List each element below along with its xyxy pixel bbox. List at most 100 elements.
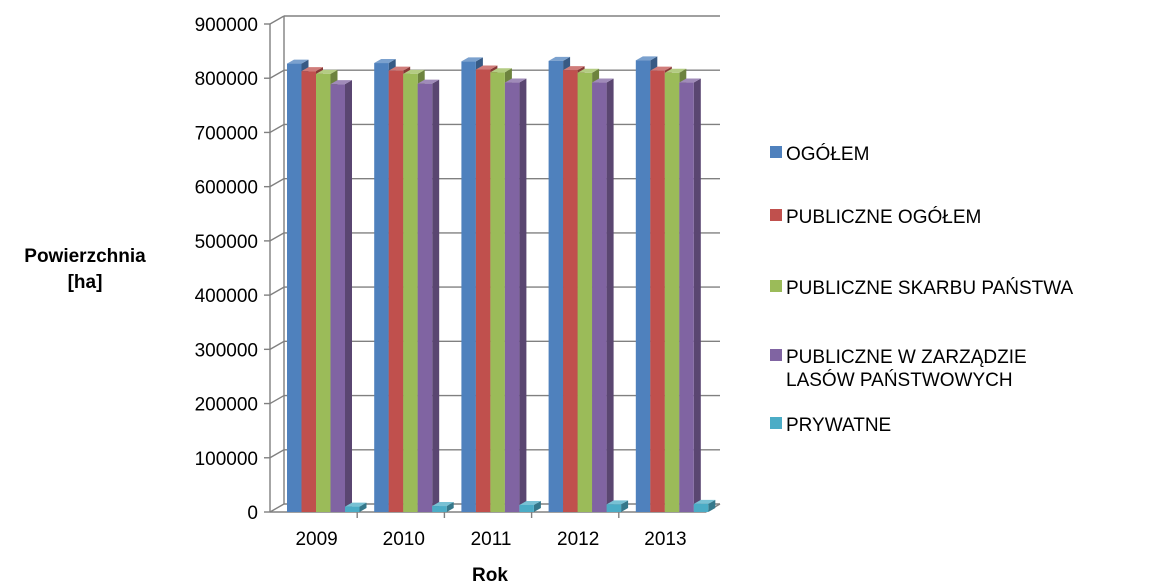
legend-label: OGÓŁEM <box>786 143 869 165</box>
side-wall-gridline <box>269 15 285 25</box>
y-tick-label: 400000 <box>195 286 258 307</box>
legend-label-line: LASÓW PAŃSTWOWYCH <box>786 369 1013 391</box>
bar-top <box>635 56 658 61</box>
bar-front <box>316 73 331 512</box>
side-wall-gridline <box>269 232 285 242</box>
bar-side <box>606 78 614 512</box>
bar <box>693 499 716 512</box>
y-tick-label: 600000 <box>195 178 258 199</box>
y-axis-title-line-1: Powierzchnia <box>24 246 146 267</box>
side-wall-gridline <box>269 123 285 134</box>
bar-side <box>708 499 716 512</box>
legend-swatch <box>770 146 782 158</box>
x-tick-label: 2013 <box>644 529 686 550</box>
legend-label-line: PUBLICZNE OGÓŁEM <box>786 206 981 228</box>
bar-side <box>345 80 352 512</box>
bar-front <box>606 504 622 512</box>
bar-front <box>650 70 665 513</box>
x-tick-label: 2012 <box>557 529 599 550</box>
bar-top <box>403 69 425 74</box>
bar-side <box>533 500 541 512</box>
bar-front <box>693 503 709 512</box>
legend-label-line: OGÓŁEM <box>786 143 869 165</box>
bar-front <box>679 82 694 512</box>
bar <box>504 78 527 512</box>
y-tick-label: 700000 <box>195 123 258 144</box>
bar-front <box>403 73 418 512</box>
bar-side <box>519 78 527 512</box>
bar-side <box>693 78 701 512</box>
bar <box>606 500 629 512</box>
bar-top <box>650 66 672 71</box>
bar-front <box>563 70 578 512</box>
side-wall-gridline <box>269 286 285 296</box>
tick-labels: 0 100000 200000 300000 400000 500000 600000 700… <box>195 15 687 550</box>
bar-side <box>432 79 440 513</box>
bar-top <box>664 68 687 73</box>
legend-label: PUBLICZNE OGÓŁEM <box>786 206 981 228</box>
bar-top <box>388 66 411 71</box>
bar-front <box>417 83 433 513</box>
bar-side <box>621 500 629 512</box>
legend-swatch <box>770 280 782 292</box>
legend-label-line: PRYWATNE <box>786 415 891 436</box>
bar-top <box>519 500 541 505</box>
bar-front <box>461 61 476 513</box>
bar-top <box>563 66 585 71</box>
side-wall-gridline <box>269 340 285 350</box>
side-wall-gridline <box>269 394 285 405</box>
bar-front <box>635 60 651 512</box>
bar-top <box>432 502 454 507</box>
legend-swatch <box>770 209 782 221</box>
side-wall-gridline <box>269 69 285 79</box>
legend-swatch <box>770 417 782 429</box>
bar-front <box>548 60 564 512</box>
bar-top <box>679 78 701 83</box>
y-tick-label: 800000 <box>195 69 258 90</box>
bar-top <box>475 65 498 70</box>
bar-front <box>490 72 505 512</box>
bar-top <box>548 56 571 61</box>
bar-front <box>475 69 491 513</box>
bar-top <box>606 500 629 505</box>
bar <box>417 79 440 513</box>
legend: OGÓŁEM PUBLICZNE OGÓŁEM PUBLICZNE SKARBU P… <box>770 143 1073 436</box>
bar-top <box>330 80 352 85</box>
y-tick-label: 300000 <box>195 340 258 361</box>
bar-top <box>693 499 716 504</box>
bars <box>287 56 716 513</box>
bar <box>345 502 367 512</box>
y-tick-label: 900000 <box>195 15 258 36</box>
bar-top <box>490 68 512 73</box>
bar-front <box>330 84 345 512</box>
y-tick-label: 200000 <box>195 395 258 416</box>
bar-top <box>417 79 440 84</box>
bar-front <box>519 504 534 512</box>
x-tick-label: 2009 <box>295 529 337 550</box>
bar-front <box>345 506 360 512</box>
legend-label: PUBLICZNE W ZARZĄDZIE LASÓW PAŃSTWOWYCH <box>786 347 1027 391</box>
y-tick-label: 500000 <box>195 232 258 253</box>
y-axis-title-line-2: [ha] <box>68 272 103 293</box>
bar-top <box>287 59 309 64</box>
bar-top <box>504 78 527 83</box>
bar-top <box>345 502 367 507</box>
bar-top <box>461 57 483 62</box>
bar-front <box>664 72 680 513</box>
x-axis-title: Rok <box>472 565 508 585</box>
bar-top <box>374 59 396 64</box>
bar-front <box>301 71 316 512</box>
bar-front <box>577 72 593 513</box>
legend-label: PUBLICZNE SKARBU PAŃSTWA <box>786 278 1073 299</box>
x-tick-label: 2011 <box>471 529 512 550</box>
bar-side <box>359 502 367 512</box>
side-wall-gridline <box>269 449 285 459</box>
bar-front <box>388 70 404 513</box>
bar-front <box>504 82 520 512</box>
bar-top <box>301 67 323 72</box>
bar-side <box>446 502 454 512</box>
legend-swatch <box>770 349 782 361</box>
x-tick-label: 2010 <box>383 529 425 550</box>
legend-label-line: PUBLICZNE SKARBU PAŃSTWA <box>786 278 1073 299</box>
